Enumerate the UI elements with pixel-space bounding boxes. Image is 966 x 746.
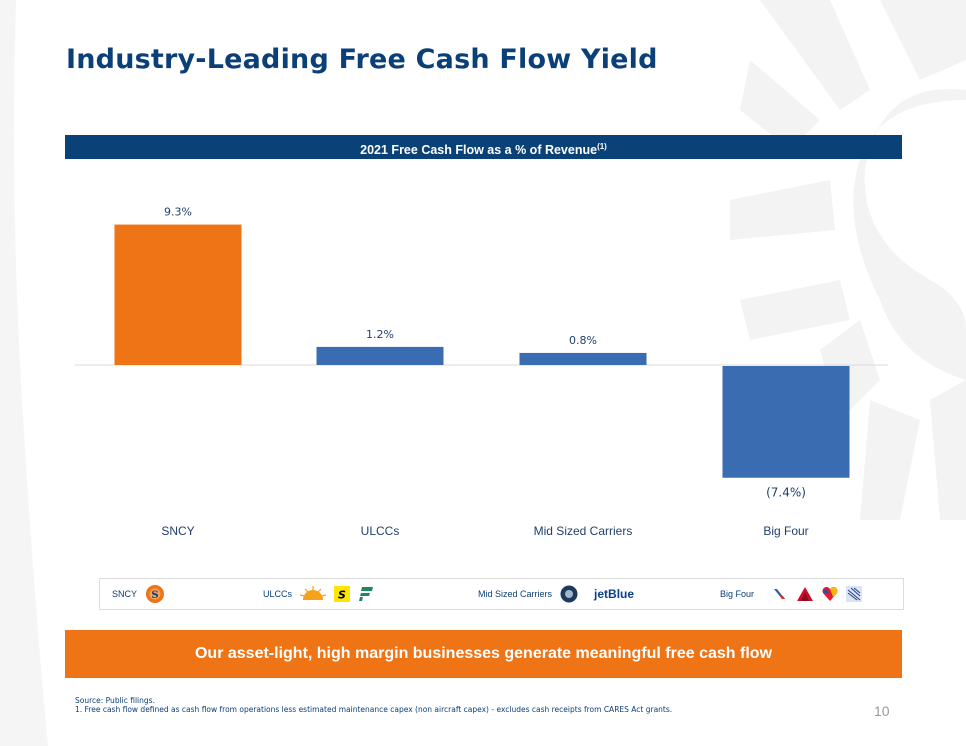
svg-text:S: S bbox=[338, 589, 346, 602]
left-curve-shape bbox=[0, 0, 48, 746]
bar-chart: 9.3% 1.2% 0.8% (7.4%) SNCY ULCCs Mid Sized Ca… bbox=[75, 206, 888, 538]
carrier-legend: SNCY S ULCCs S Mid Sized Carriers jetBlu… bbox=[99, 578, 904, 610]
data-label-big-four: (7.4%) bbox=[766, 486, 806, 500]
legend-label-mid-sized: Mid Sized Carriers bbox=[478, 589, 553, 599]
legend-group-sncy: SNCY S bbox=[112, 579, 165, 609]
allegiant-sun-logo-icon bbox=[300, 586, 327, 600]
category-label-mid-sized-carriers: Mid Sized Carriers bbox=[534, 524, 633, 538]
svg-text:S: S bbox=[151, 590, 158, 601]
legend-group-mid-sized: Mid Sized Carriers jetBlue bbox=[478, 579, 634, 609]
spirit-logo-icon: S bbox=[334, 586, 351, 602]
american-airlines-logo-icon bbox=[774, 589, 786, 599]
sun-country-logo-icon: S bbox=[146, 585, 165, 603]
legend-label-sncy: SNCY bbox=[112, 589, 138, 599]
key-takeaway-banner: Our asset-light, high margin businesses … bbox=[65, 630, 902, 678]
legend-label-big-four: Big Four bbox=[720, 589, 755, 599]
data-label-ulccs: 1.2% bbox=[366, 328, 394, 341]
chart-header-footnote-ref: (1) bbox=[597, 142, 607, 151]
source-note: Source: Public filings. bbox=[75, 696, 155, 705]
footnotes: Source: Public filings. 1. Free cash flo… bbox=[75, 696, 672, 714]
data-label-sncy: 9.3% bbox=[164, 206, 192, 219]
alaska-logo-icon bbox=[560, 585, 578, 603]
legend-label-ulccs: ULCCs bbox=[263, 589, 293, 599]
slide-title: Industry-Leading Free Cash Flow Yield bbox=[66, 44, 658, 75]
chart-header-text: 2021 Free Cash Flow as a % of Revenue bbox=[360, 143, 598, 158]
southwest-logo-icon bbox=[822, 586, 838, 601]
footnote-1: 1. Free cash flow defined as cash flow f… bbox=[75, 705, 673, 714]
delta-logo-icon bbox=[797, 587, 814, 601]
page-number: 10 bbox=[874, 703, 890, 719]
bar-sncy bbox=[114, 224, 242, 365]
category-label-big-four: Big Four bbox=[763, 524, 808, 538]
bar-mid-sized-carriers bbox=[519, 352, 647, 365]
legend-group-big-four: Big Four bbox=[720, 579, 863, 609]
legend-group-ulccs: ULCCs S bbox=[263, 579, 374, 609]
united-logo-icon bbox=[846, 586, 863, 602]
bar-ulccs bbox=[316, 346, 444, 365]
category-label-ulccs: ULCCs bbox=[361, 524, 400, 538]
jetblue-logo-icon: jetBlue bbox=[594, 587, 635, 601]
category-label-sncy: SNCY bbox=[161, 524, 194, 538]
data-label-mid-sized-carriers: 0.8% bbox=[569, 334, 597, 347]
chart-header: 2021 Free Cash Flow as a % of Revenue(1) bbox=[65, 135, 902, 159]
bar-big-four bbox=[722, 366, 850, 478]
sun-logo-watermark bbox=[730, 0, 966, 520]
frontier-logo-icon bbox=[359, 587, 374, 601]
